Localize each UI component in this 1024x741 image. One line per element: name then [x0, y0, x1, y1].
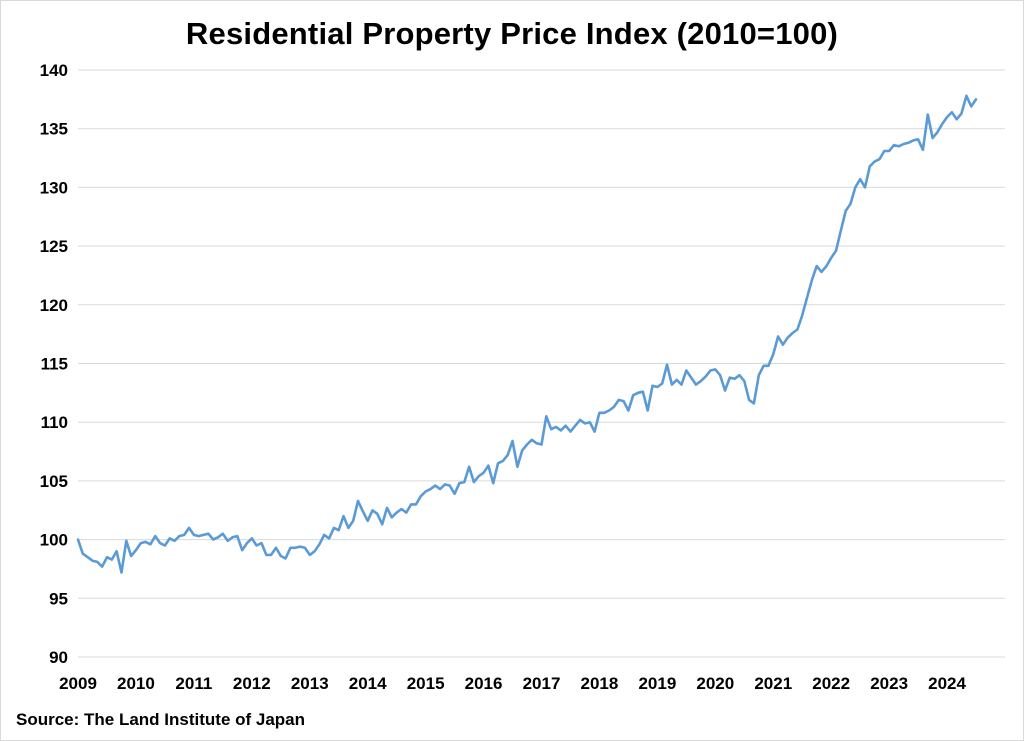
y-tick-label: 90	[49, 648, 68, 667]
source-note: Source: The Land Institute of Japan	[16, 710, 306, 729]
y-tick-label: 95	[49, 589, 68, 608]
x-tick-label: 2021	[754, 674, 792, 693]
x-tick-label: 2022	[812, 674, 850, 693]
y-tick-label: 110	[41, 413, 68, 432]
x-tick-label: 2016	[465, 674, 503, 693]
x-tick-label: 2020	[696, 674, 734, 693]
x-tick-label: 2012	[233, 674, 271, 693]
y-tick-label: 135	[40, 120, 68, 139]
chart-title: Residential Property Price Index (2010=1…	[185, 16, 839, 51]
x-tick-label: 2018	[581, 674, 619, 693]
y-tick-label: 130	[40, 178, 68, 197]
y-tick-label: 115	[41, 355, 68, 374]
x-tick-label: 2014	[349, 674, 387, 693]
y-tick-label: 105	[40, 472, 68, 491]
series-line	[76, 94, 978, 574]
y-tick-label: 120	[40, 296, 68, 315]
x-tick-label: 2013	[291, 674, 329, 693]
x-tick-label: 2024	[928, 674, 966, 693]
x-tick-label: 2011	[175, 674, 212, 693]
y-tick-label: 100	[40, 531, 68, 550]
x-tick-label: 2017	[523, 674, 561, 693]
x-tick-label: 2015	[407, 674, 445, 693]
x-tick-label: 2009	[59, 674, 97, 693]
x-tick-label: 2023	[870, 674, 908, 693]
x-tick-label: 2019	[638, 674, 676, 693]
y-tick-label: 125	[40, 237, 68, 256]
x-tick-label: 2010	[117, 674, 155, 693]
y-tick-label: 140	[40, 61, 68, 80]
